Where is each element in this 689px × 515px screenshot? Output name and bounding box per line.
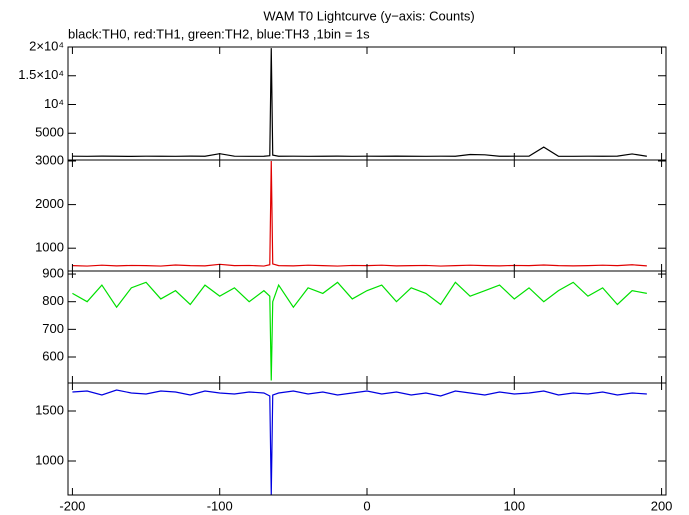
y-tick-label: 800	[42, 293, 64, 308]
y-tick-label: 600	[42, 348, 64, 363]
y-tick-label: 700	[42, 321, 64, 336]
lightcurve-line	[72, 389, 647, 496]
y-tick-label: 2000	[35, 196, 64, 211]
panel-frame	[67, 159, 667, 272]
panel-frame	[67, 270, 667, 384]
lightcurve-line	[72, 281, 647, 381]
x-tick-label: -100	[207, 498, 233, 513]
x-tick-label: 100	[503, 498, 525, 513]
lightcurve-line	[72, 160, 647, 267]
y-tick-label: 3000	[35, 152, 64, 167]
y-tick-label: 900	[42, 265, 64, 280]
panel-frame	[67, 382, 667, 496]
y-tick-label: 5000	[35, 125, 64, 140]
x-tick-label: -200	[59, 498, 85, 513]
y-tick-label: 1.5×10⁴	[18, 67, 64, 82]
lightcurve-line	[72, 48, 647, 157]
panel-frame	[67, 46, 667, 161]
y-tick-label: 1500	[35, 402, 64, 417]
y-tick-label: 2×10⁴	[29, 38, 64, 53]
y-tick-label: 1000	[35, 240, 64, 255]
x-tick-label: 0	[363, 498, 370, 513]
chart-title: WAM T0 Lightcurve (y−axis: Counts)	[263, 8, 474, 23]
y-tick-label: 10⁴	[44, 96, 64, 111]
x-tick-label: 200	[651, 498, 673, 513]
chart-subtitle: black:TH0, red:TH1, green:TH2, blue:TH3 …	[68, 26, 370, 41]
y-tick-label: 1000	[35, 452, 64, 467]
